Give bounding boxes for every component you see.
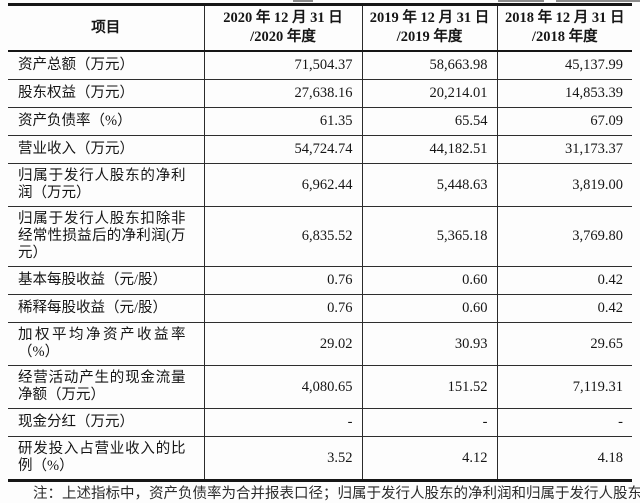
cell-value: 4.18 (496, 436, 632, 481)
row-label: 加权平均净资产收益率（%） (8, 322, 204, 366)
cropped-text-artifact (498, 0, 544, 2)
cell-value: 71,504.37 (203, 51, 362, 80)
document-page: { "table": { "columns": [ { "label": "项目… (8, 0, 640, 502)
cell-value: 45,137.99 (496, 51, 632, 80)
row-label: 资产负债率（%） (8, 107, 204, 136)
cell-value: - (203, 408, 362, 437)
table-row-weighted-roe: 加权平均净资产收益率（%） 29.02 30.93 29.65 (8, 322, 632, 366)
cell-value: 3,819.00 (496, 163, 632, 207)
table-body: 资产总额（万元） 71,504.37 58,663.98 45,137.99 股… (8, 51, 632, 481)
table-row-diluted-eps: 稀释每股收益（元/股） 0.76 0.60 0.42 (8, 294, 632, 323)
cell-value: 0.42 (496, 266, 632, 295)
footnote-partial: 注：上述指标中，资产负债率为合并报表口径；归属于发行人股东的净利润和归属于发行人… (33, 486, 640, 502)
header-cell-2018: 2018 年 12 月 31 日 /2018 年度 (496, 4, 632, 52)
table-header: 项目 2020 年 12 月 31 日 /2020 年度 2019 年 12 月… (8, 4, 632, 52)
header-2020-date: 2020 年 12 月 31 日 (223, 10, 343, 26)
cell-value: 30.93 (361, 322, 497, 366)
cell-value: 0.42 (496, 294, 632, 323)
row-label: 归属于发行人股东扣除非经常性损益后的净利润(万元） (8, 206, 204, 267)
cell-value: 27,638.16 (203, 79, 362, 108)
row-label: 归属于发行人股东的净利润（万元） (8, 163, 204, 207)
table-row-rd-ratio: 研发投入占营业收入的比例（%） 3.52 4.12 4.18 (8, 436, 632, 481)
cell-value: 20,214.01 (361, 79, 497, 108)
table-row-operating-cash-flow: 经营活动产生的现金流量净额（万元） 4,080.65 151.52 7,119.… (8, 365, 632, 409)
table-row-net-profit-excl-nonrecurring: 归属于发行人股东扣除非经常性损益后的净利润(万元） 6,835.52 5,365… (8, 206, 632, 267)
header-item-label: 项目 (91, 19, 121, 36)
header-2018-date: 2018 年 12 月 31 日 (504, 10, 625, 26)
header-2020-year: /2020 年度 (250, 29, 316, 45)
table-row-debt-ratio: 资产负债率（%） 61.35 65.54 67.09 (8, 107, 632, 136)
cell-value: - (496, 408, 632, 437)
cell-value: 4.12 (361, 436, 497, 481)
cell-value: 3.52 (203, 436, 362, 481)
cell-value: 151.52 (361, 365, 497, 409)
cell-value: 4,080.65 (203, 365, 362, 409)
cell-value: 5,365.18 (361, 206, 497, 267)
cell-value: 54,724.74 (203, 135, 362, 164)
header-cell-2019: 2019 年 12 月 31 日 /2019 年度 (361, 4, 497, 52)
cell-value: 0.60 (361, 266, 497, 295)
cell-value: 0.60 (361, 294, 497, 323)
header-cell-item: 项目 (8, 4, 204, 52)
cropped-text-artifact (556, 0, 640, 2)
cell-value: 65.54 (361, 107, 497, 136)
financial-indicators-table: 项目 2020 年 12 月 31 日 /2020 年度 2019 年 12 月… (8, 3, 632, 482)
cell-value: 31,173.37 (496, 135, 632, 164)
cell-value: 6,835.52 (203, 206, 362, 267)
cropped-text-artifact (293, 0, 313, 2)
cell-value: 3,769.80 (496, 206, 632, 267)
cell-value: 29.65 (496, 322, 632, 366)
cell-value: 29.02 (203, 322, 362, 366)
table-row-cash-dividend: 现金分红（万元） - - - (8, 408, 632, 437)
row-label: 研发投入占营业收入的比例（%） (8, 436, 204, 481)
row-label: 经营活动产生的现金流量净额（万元） (8, 365, 204, 409)
table-row-basic-eps: 基本每股收益（元/股） 0.76 0.60 0.42 (8, 266, 632, 295)
cell-value: 0.76 (203, 294, 362, 323)
cell-value: 6,962.44 (203, 163, 362, 207)
cell-value: 5,448.63 (361, 163, 497, 207)
row-label: 基本每股收益（元/股） (8, 266, 204, 295)
cell-value: 61.35 (203, 107, 362, 136)
cell-value: 58,663.98 (361, 51, 497, 80)
header-row: 项目 2020 年 12 月 31 日 /2020 年度 2019 年 12 月… (8, 4, 632, 52)
header-cell-2020: 2020 年 12 月 31 日 /2020 年度 (203, 4, 362, 52)
row-label: 资产总额（万元） (18, 57, 134, 73)
cell-value: 44,182.51 (361, 135, 497, 164)
table-row-net-profit: 归属于发行人股东的净利润（万元） 6,962.44 5,448.63 3,819… (8, 163, 632, 207)
header-2019-date: 2019 年 12 月 31 日 (369, 10, 490, 26)
row-label: 营业收入（万元） (8, 135, 204, 164)
cell-value: 0.76 (203, 266, 362, 295)
cell-value: 14,853.39 (496, 79, 632, 108)
table-row-operating-revenue: 营业收入（万元） 54,724.74 44,182.51 31,173.37 (8, 135, 632, 164)
cell-value: 67.09 (496, 107, 632, 136)
cell-value: - (361, 408, 497, 437)
table-row-shareholders-equity: 股东权益（万元） 27,638.16 20,214.01 14,853.39 (8, 79, 632, 108)
row-label: 股东权益（万元） (8, 79, 204, 108)
row-label: 稀释每股收益（元/股） (8, 294, 204, 323)
row-label: 现金分红（万元） (8, 408, 204, 437)
cell-value: 7,119.31 (496, 365, 632, 409)
header-2019-year: /2019 年度 (396, 29, 463, 45)
table-row-total-assets: 资产总额（万元） 71,504.37 58,663.98 45,137.99 (8, 51, 632, 80)
header-2018-year: /2018 年度 (531, 29, 598, 45)
